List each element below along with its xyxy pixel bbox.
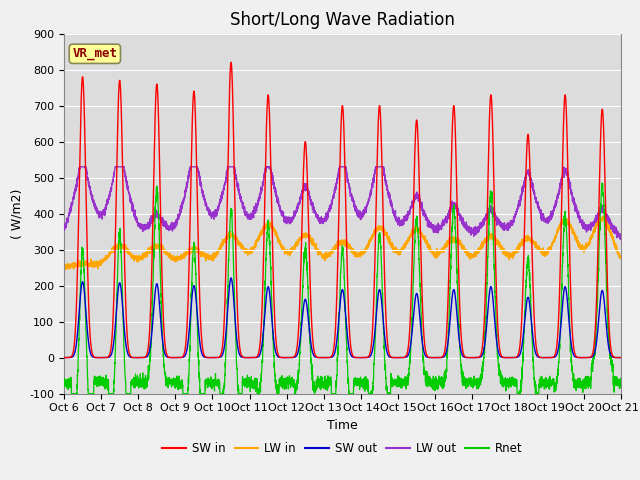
Legend: SW in, LW in, SW out, LW out, Rnet: SW in, LW in, SW out, LW out, Rnet (157, 437, 527, 460)
Title: Short/Long Wave Radiation: Short/Long Wave Radiation (230, 11, 455, 29)
Text: VR_met: VR_met (72, 48, 117, 60)
X-axis label: Time: Time (327, 419, 358, 432)
Y-axis label: ( W/m2): ( W/m2) (11, 189, 24, 239)
